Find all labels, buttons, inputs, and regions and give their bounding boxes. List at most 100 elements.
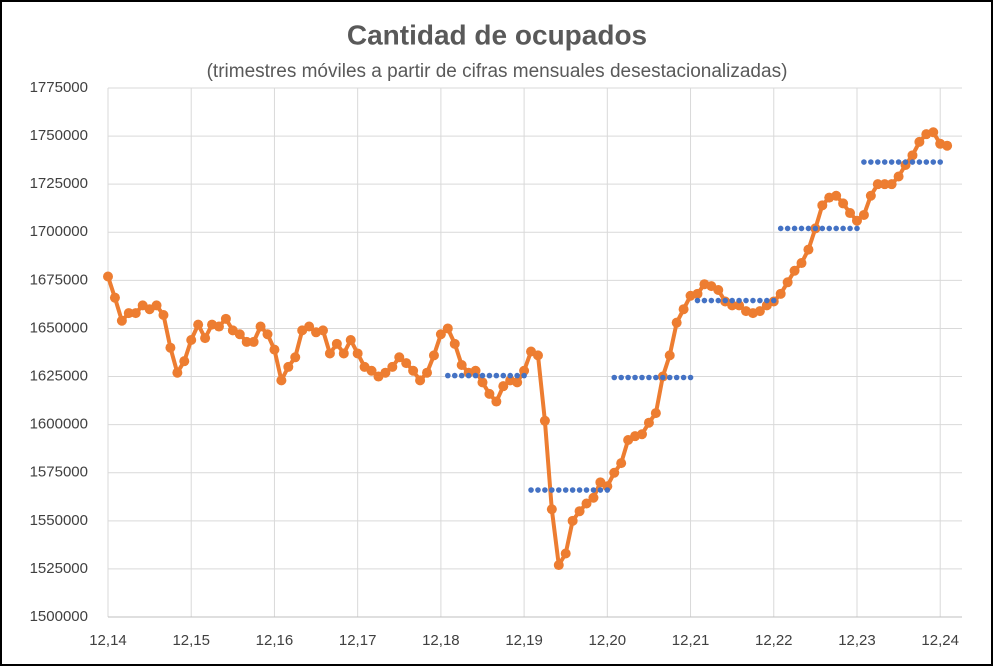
- data-point: [498, 381, 509, 392]
- data-point: [646, 374, 652, 381]
- data-point: [569, 487, 576, 493]
- data-point: [650, 408, 661, 419]
- data-point: [678, 304, 689, 315]
- data-point: [671, 317, 682, 328]
- data-point: [435, 329, 446, 340]
- data-point: [729, 297, 735, 304]
- data-point: [895, 159, 902, 165]
- data-point: [942, 140, 953, 151]
- data-point: [345, 334, 356, 345]
- data-point: [408, 365, 419, 376]
- data-point: [366, 365, 377, 376]
- x-tick-label: 12,16: [256, 632, 294, 649]
- x-tick-label: 12,21: [672, 632, 710, 649]
- data-point: [909, 159, 916, 165]
- data-point: [130, 308, 141, 319]
- data-point: [500, 372, 507, 379]
- data-point: [151, 300, 162, 311]
- data-point: [581, 498, 592, 509]
- data-point: [519, 365, 530, 376]
- data-point: [660, 374, 666, 381]
- data-point: [213, 321, 224, 332]
- data-point: [507, 372, 514, 379]
- data-point: [241, 336, 252, 347]
- data-point: [553, 560, 564, 571]
- data-point: [470, 365, 481, 376]
- chart-subtitle: (trimestres móviles a partir de cifras m…: [207, 61, 788, 82]
- data-point: [442, 323, 453, 334]
- data-point: [248, 336, 259, 347]
- data-point: [484, 388, 495, 399]
- data-point: [317, 325, 328, 336]
- data-point: [331, 338, 342, 349]
- chart-title: Cantidad de ocupados: [347, 19, 647, 50]
- data-point: [458, 372, 465, 379]
- data-point: [694, 297, 701, 304]
- data-point: [165, 342, 176, 353]
- data-point: [687, 374, 694, 381]
- data-point: [609, 467, 620, 478]
- data-point: [727, 300, 738, 311]
- data-point: [666, 374, 673, 381]
- data-point: [555, 487, 562, 493]
- data-point: [324, 348, 335, 359]
- data-point: [888, 159, 895, 165]
- data-point: [290, 352, 301, 363]
- data-point: [812, 225, 819, 232]
- data-point: [930, 159, 937, 165]
- data-point: [736, 297, 742, 304]
- y-tick-label: 1725000: [30, 175, 88, 192]
- data-point: [803, 244, 814, 255]
- data-point: [874, 159, 881, 165]
- data-point: [722, 297, 729, 304]
- data-point: [817, 200, 828, 211]
- data-point: [907, 150, 918, 161]
- data-point: [514, 372, 520, 379]
- data-point: [854, 225, 860, 232]
- y-tick-label: 1700000: [30, 223, 88, 240]
- y-tick-label: 1650000: [30, 319, 88, 336]
- y-tick-label: 1775000: [30, 79, 88, 96]
- data-point: [865, 190, 876, 201]
- data-point: [304, 321, 315, 332]
- data-point: [708, 297, 715, 304]
- data-point: [916, 159, 923, 165]
- data-point: [701, 297, 708, 304]
- data-point: [754, 306, 765, 317]
- data-point: [923, 159, 930, 165]
- data-point: [445, 372, 451, 379]
- data-point: [833, 225, 839, 232]
- data-point: [546, 504, 557, 515]
- data-point: [893, 171, 904, 182]
- data-point: [826, 225, 833, 232]
- data-point: [532, 350, 543, 361]
- y-tick-label: 1600000: [30, 416, 88, 433]
- data-point: [611, 374, 618, 381]
- data-point: [567, 515, 578, 526]
- data-point: [775, 288, 786, 299]
- data-point: [673, 374, 680, 381]
- data-point: [535, 487, 541, 493]
- data-point: [583, 487, 590, 493]
- data-point: [521, 372, 527, 379]
- data-point: [872, 179, 883, 190]
- data-point: [200, 333, 211, 344]
- y-tick-label: 1625000: [30, 368, 88, 385]
- data-point: [262, 329, 273, 340]
- data-point: [625, 374, 631, 381]
- data-point: [549, 487, 555, 493]
- data-point: [479, 372, 486, 379]
- data-point: [861, 159, 867, 165]
- data-point: [680, 374, 687, 381]
- data-point: [881, 159, 888, 165]
- x-tick-label: 12,14: [89, 632, 127, 649]
- data-point: [491, 396, 502, 407]
- data-point: [103, 271, 113, 282]
- data-point: [486, 372, 493, 379]
- data-point: [838, 198, 849, 209]
- data-point: [123, 308, 134, 319]
- data-point: [879, 179, 890, 190]
- data-point: [734, 300, 745, 311]
- data-point: [493, 372, 500, 379]
